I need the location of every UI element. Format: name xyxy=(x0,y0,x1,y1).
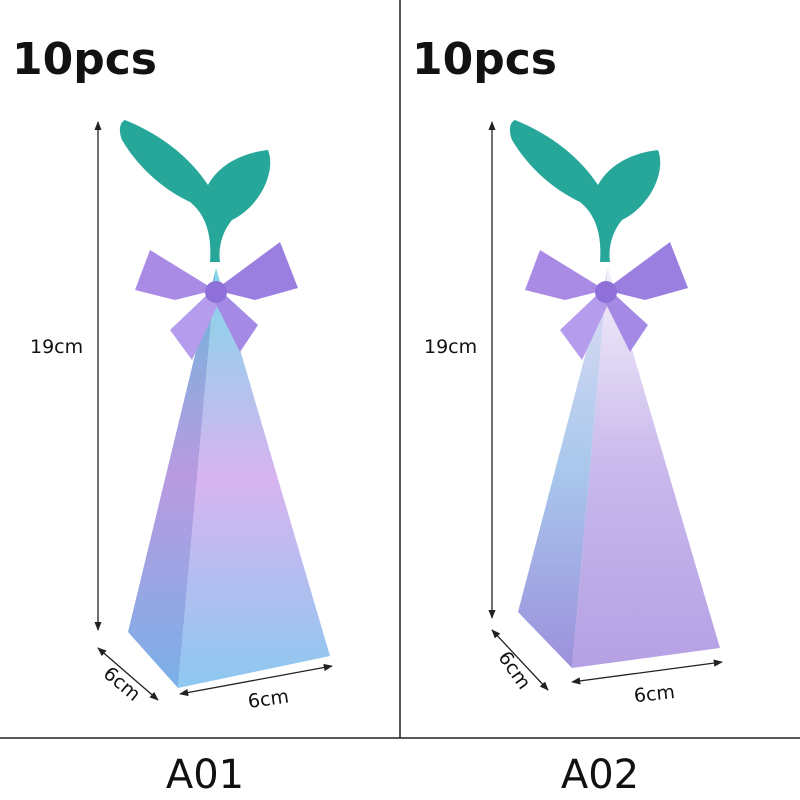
panel: 10pcs 19cm 6cm 6cm A02 xyxy=(412,34,723,798)
height-label: 19cm xyxy=(30,336,83,358)
height-label: 19cm xyxy=(424,336,477,358)
width-arrow xyxy=(571,659,723,685)
width-arrow xyxy=(179,663,333,697)
depth-label: 6cm xyxy=(494,647,536,693)
quantity: 10pcs xyxy=(12,34,157,85)
box xyxy=(509,120,720,668)
depth-arrow xyxy=(97,647,159,701)
panel: 10pcs 19cm 6cm 6cm A01 xyxy=(12,34,333,798)
quantity: 10pcs xyxy=(412,34,557,85)
depth-label: 6cm xyxy=(99,662,145,705)
variant-label: A01 xyxy=(166,752,244,798)
width-label: 6cm xyxy=(247,685,291,712)
width-label: 6cm xyxy=(633,681,676,707)
depth-arrow xyxy=(491,629,549,691)
variant-label: A02 xyxy=(561,752,639,798)
box xyxy=(119,120,330,688)
